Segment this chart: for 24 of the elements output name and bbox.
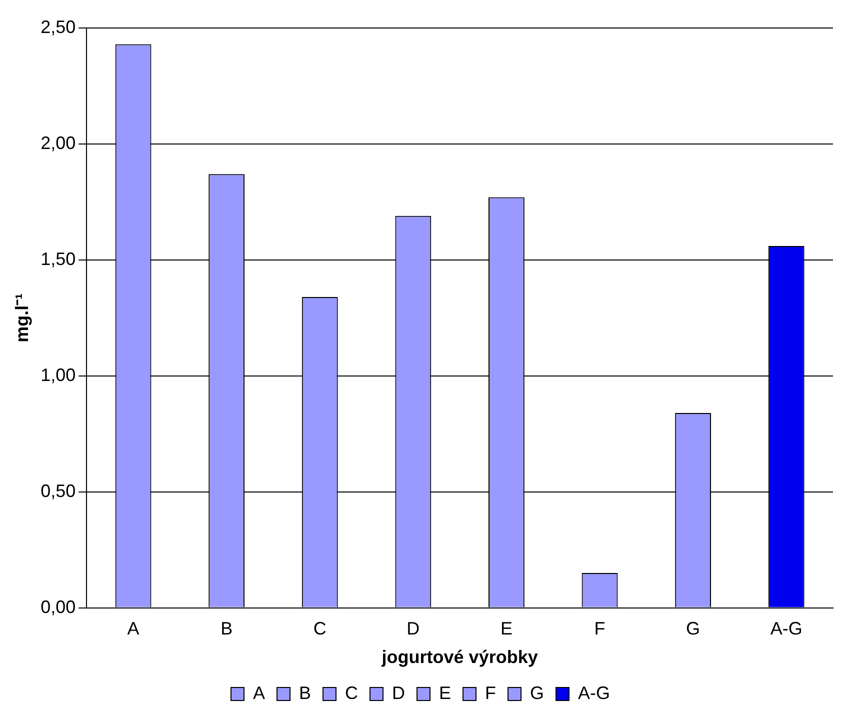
- legend-label: E: [439, 682, 452, 703]
- legend-label: G: [530, 682, 544, 703]
- x-tick-label: A-G: [770, 618, 802, 639]
- x-tick-label: A: [127, 618, 140, 639]
- y-tick-label: 2,00: [40, 132, 76, 153]
- y-tick-label: 2,50: [40, 16, 76, 37]
- y-tick-label: 1,50: [40, 248, 76, 269]
- x-tick-label: G: [686, 618, 700, 639]
- legend-label: F: [485, 682, 496, 703]
- y-tick-label: 0,00: [40, 596, 76, 617]
- y-tick-label: 0,50: [40, 480, 76, 501]
- x-tick-label: F: [594, 618, 606, 639]
- y-tick-label: 1,00: [40, 364, 76, 385]
- y-axis-title: mg.l⁻¹: [12, 293, 32, 342]
- x-tick-label: E: [500, 618, 512, 639]
- legend-label: D: [392, 682, 406, 703]
- x-tick-label: D: [406, 618, 420, 639]
- x-tick-label: B: [220, 618, 233, 639]
- x-axis-title: jogurtové výrobky: [380, 647, 538, 668]
- x-tick-label: C: [313, 618, 326, 639]
- legend-label: C: [345, 682, 358, 703]
- legend-label: B: [299, 682, 312, 703]
- legend-label: A-G: [578, 682, 610, 703]
- legend-label: A: [252, 682, 266, 703]
